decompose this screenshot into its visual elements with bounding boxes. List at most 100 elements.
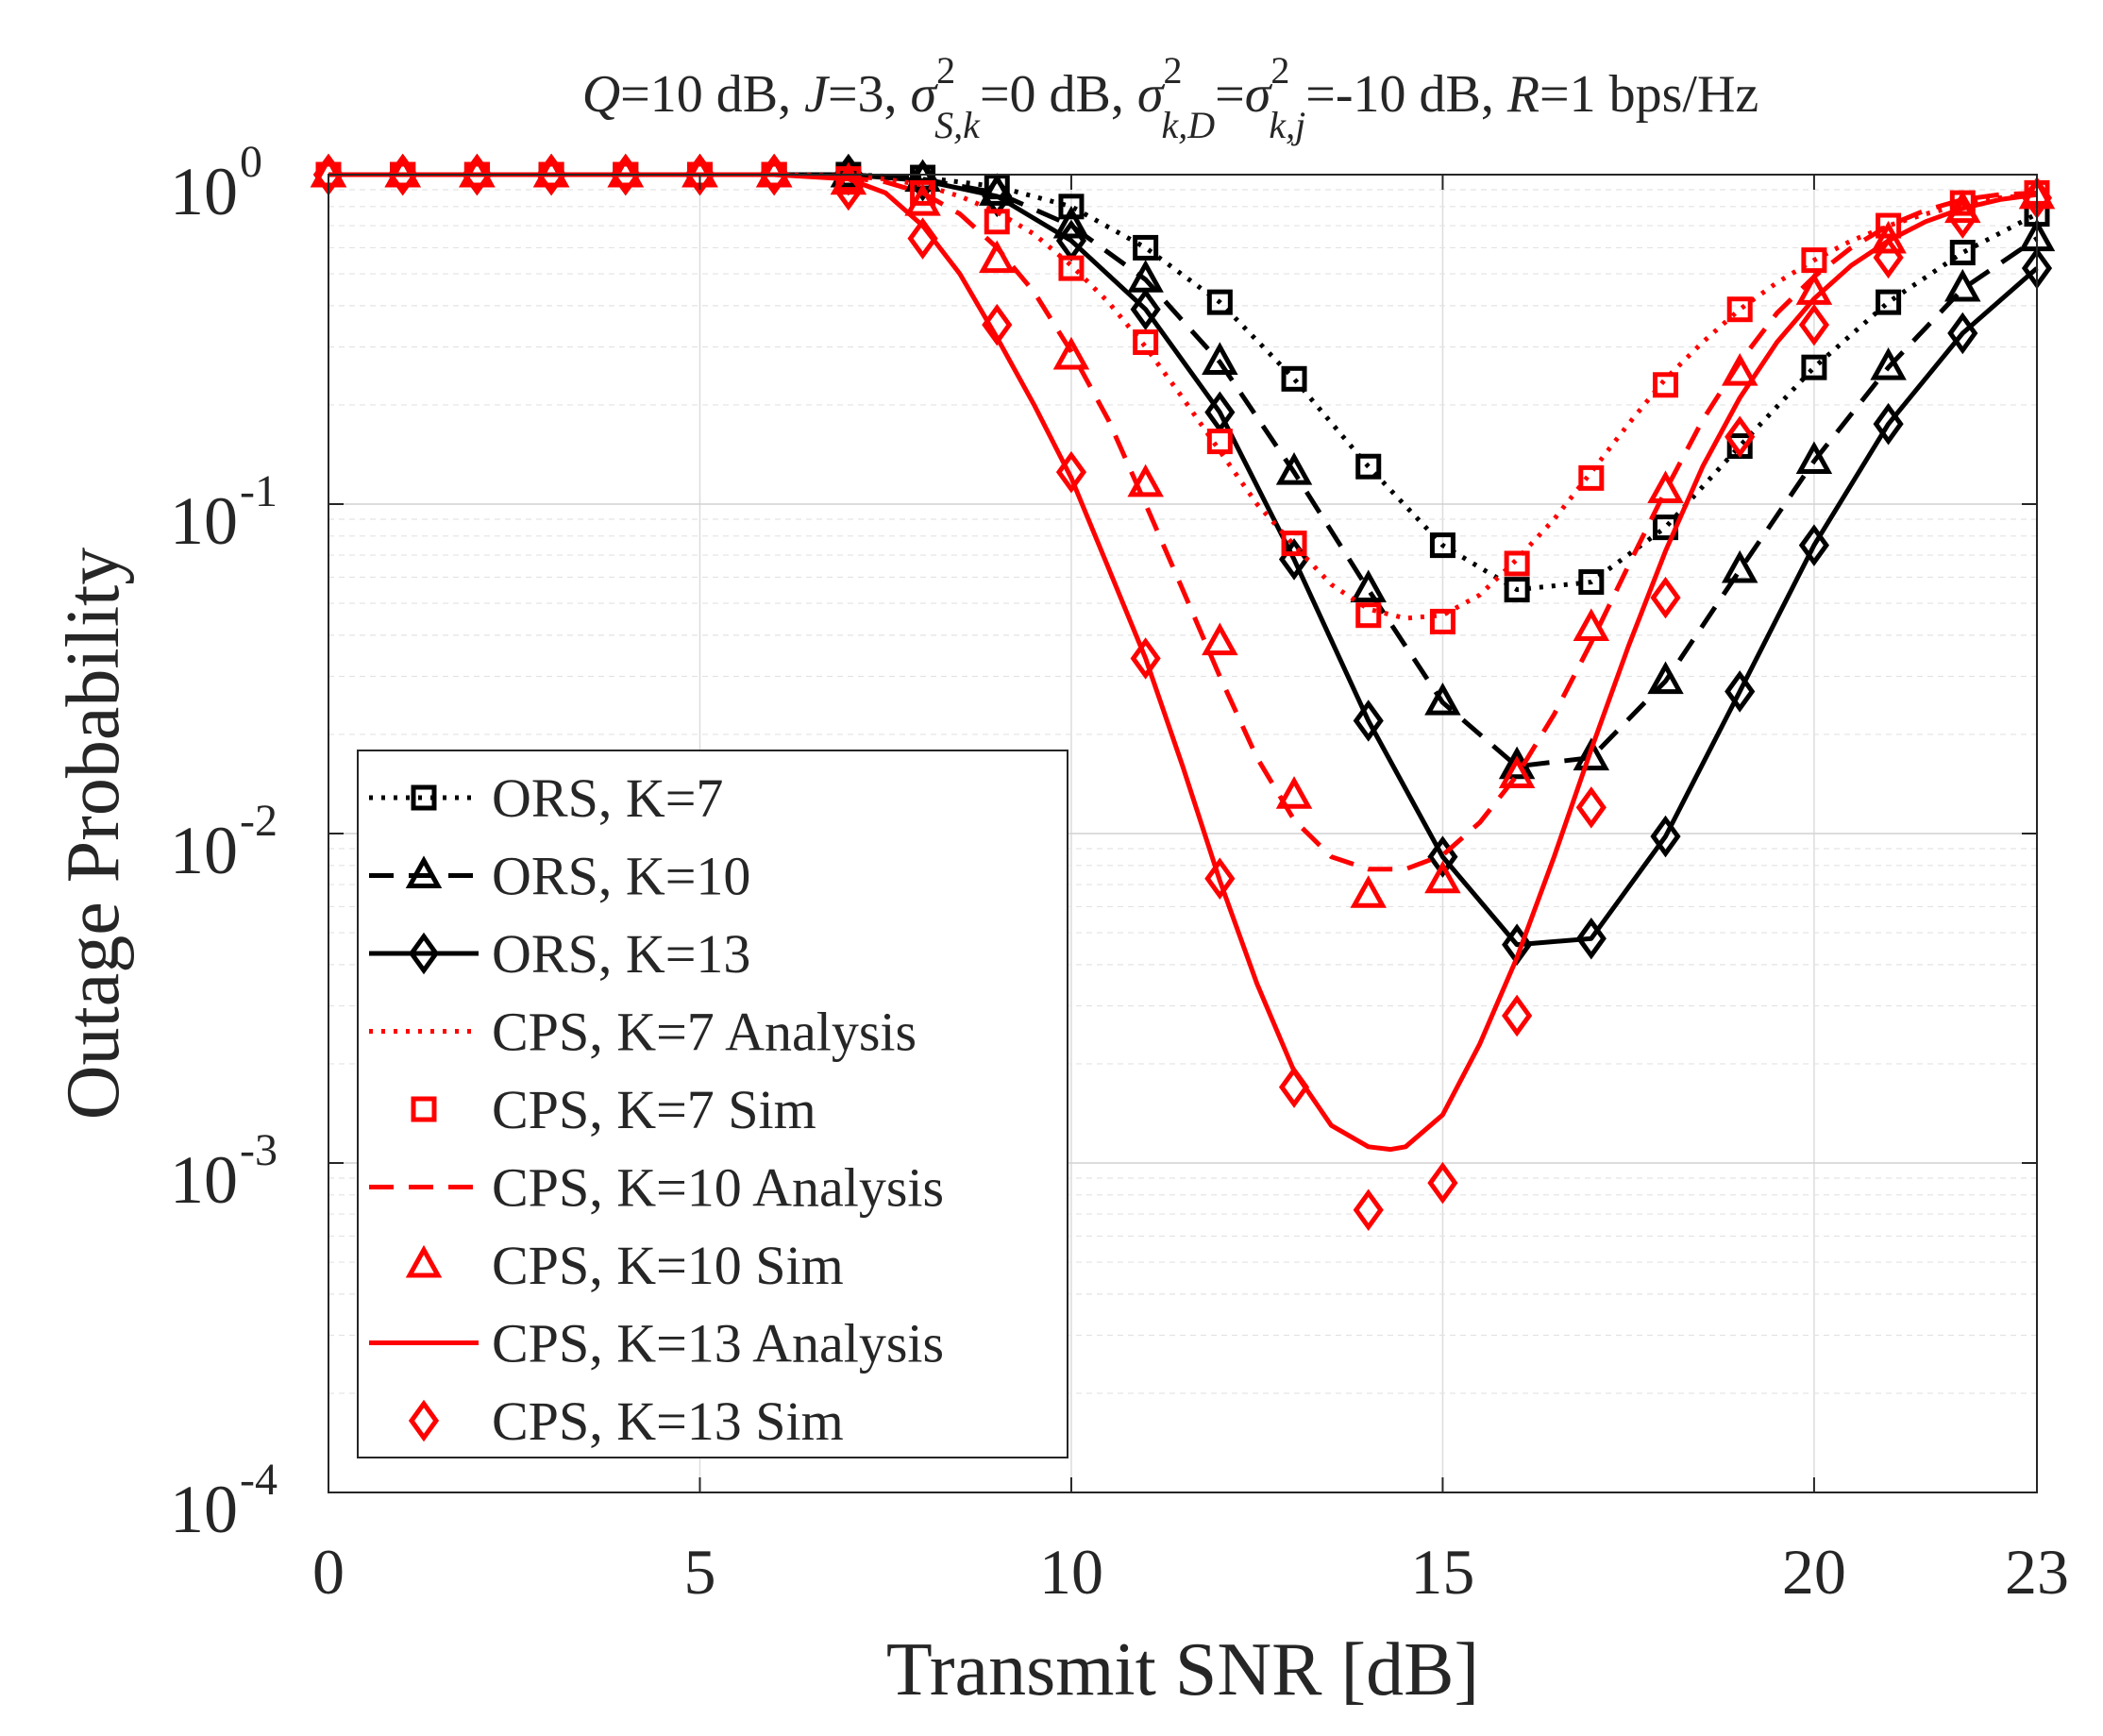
data-point-ors-k-10	[1647, 661, 1684, 695]
data-point-cps-k-13-sim	[1130, 637, 1161, 680]
data-point-cps-k-13-sim	[462, 153, 493, 196]
y-tick-label-exponent: -4	[240, 1455, 278, 1505]
data-point-cps-k-7-sim	[984, 209, 1010, 235]
data-point-cps-k-13-sim	[536, 153, 567, 196]
y-tick-label-exponent: -2	[240, 796, 278, 846]
data-point-ors-k-7	[1876, 289, 1902, 315]
data-point-ors-k-7	[1801, 354, 1827, 380]
title-sk-value: =0 dB,	[980, 65, 1137, 124]
data-point-cps-k-13-sim	[1055, 450, 1087, 494]
legend-label-cps-k-10-sim: CPS, K=10 Sim	[492, 1235, 844, 1296]
data-point-ors-k-13	[1947, 312, 1978, 355]
x-tick-label: 10	[1039, 1536, 1103, 1608]
data-point-cps-k-13-sim	[1724, 415, 1756, 459]
x-tick-label: 20	[1782, 1536, 1846, 1608]
data-point-ors-k-7	[1949, 240, 1976, 266]
data-point-cps-k-10-sim	[979, 240, 1016, 274]
data-point-ors-k-7	[1058, 194, 1085, 220]
title-r-value: =1 bps/Hz	[1539, 65, 1758, 124]
data-point-cps-k-7-sim	[1504, 550, 1530, 577]
y-tick-label-exponent: 0	[240, 137, 262, 187]
title-sub-kj: k,j	[1269, 104, 1305, 146]
legend-marker-ors-k-13	[408, 932, 440, 975]
data-point-ors-k-10	[1721, 549, 1758, 583]
data-point-cps-k-13-sim	[759, 153, 790, 196]
data-point-ors-k-7	[1281, 365, 1307, 392]
data-point-ors-k-13	[1873, 402, 1904, 446]
data-point-cps-k-13-sim	[1427, 1161, 1458, 1205]
data-point-ors-k-13	[1798, 524, 1829, 566]
title-sigma-3: σ	[1245, 65, 1273, 124]
legend-label-ors-k-10: ORS, K=10	[492, 846, 750, 907]
title-j-symbol: J	[804, 65, 831, 124]
data-point-cps-k-7-sim	[1429, 608, 1455, 634]
y-tick-label-exponent: -1	[240, 466, 278, 516]
title-sub-kd: k,D	[1162, 104, 1216, 146]
data-point-ors-k-7	[1429, 532, 1455, 559]
data-point-cps-k-13-sim	[1873, 236, 1904, 279]
data-point-cps-k-10-sim	[1350, 875, 1387, 908]
x-tick-label: 15	[1410, 1536, 1474, 1608]
data-point-ors-k-7	[1206, 289, 1233, 315]
data-point-ors-k-7	[1504, 577, 1530, 603]
legend-marker-cps-k-10-sim	[405, 1244, 443, 1278]
legend-marker-cps-k-13-sim	[408, 1399, 440, 1442]
data-point-ors-k-10	[1052, 205, 1090, 239]
title-sup-2: 2	[1164, 49, 1183, 92]
data-point-ors-k-10	[1944, 268, 1981, 302]
series-line-cps-k-7-analysis	[328, 172, 2038, 621]
data-point-ors-k-10	[1350, 569, 1387, 603]
data-point-cps-k-7-sim	[1355, 602, 1382, 629]
data-point-cps-k-7-sim	[1281, 531, 1307, 557]
data-point-cps-k-13-sim	[982, 303, 1013, 346]
data-point-cps-k-10-sim	[1127, 463, 1164, 497]
data-point-ors-k-13	[1575, 917, 1607, 960]
legend-entry-ors-k-10: ORS, K=10	[369, 846, 750, 907]
legend-label-cps-k-10-analysis: CPS, K=10 Analysis	[492, 1157, 944, 1219]
data-point-ors-k-10	[1870, 347, 1907, 380]
data-point-ors-k-10	[1202, 342, 1238, 375]
legend-label-cps-k-13-analysis: CPS, K=13 Analysis	[492, 1313, 944, 1374]
legend-marker-ors-k-10	[405, 855, 443, 888]
data-point-ors-k-13	[1650, 815, 1681, 858]
legend-entry-cps-k-7-analysis: CPS, K=7 Analysis	[369, 1002, 917, 1063]
data-point-ors-k-13	[1130, 288, 1161, 330]
title-sigma-2: σ	[1137, 65, 1166, 124]
x-tick-label: 0	[312, 1536, 345, 1608]
title-sigma-1: σ	[911, 65, 939, 124]
title-r-symbol: R	[1506, 65, 1539, 124]
legend: ORS, K=7 ORS, K=10 ORS, K=13 CPS, K=7 Analy…	[357, 750, 1068, 1458]
data-point-ors-k-7	[1578, 569, 1605, 596]
legend-entry-cps-k-13-analysis: CPS, K=13 Analysis	[369, 1313, 944, 1374]
data-point-cps-k-13-sim	[1650, 576, 1681, 619]
legend-label-cps-k-7-analysis: CPS, K=7 Analysis	[492, 1002, 917, 1063]
data-point-cps-k-10-sim	[1202, 622, 1238, 656]
legend-label-ors-k-7: ORS, K=7	[492, 767, 723, 829]
legend-label-cps-k-13-sim: CPS, K=13 Sim	[492, 1390, 844, 1452]
x-tick-label: 5	[683, 1536, 715, 1608]
data-point-ors-k-10	[1424, 682, 1461, 716]
data-point-cps-k-10-sim	[904, 182, 941, 216]
data-point-ors-k-10	[1795, 441, 1833, 475]
title-sup-3: 2	[1270, 49, 1289, 92]
data-point-cps-k-13-sim	[387, 153, 418, 196]
data-point-cps-k-7-sim	[1058, 255, 1085, 281]
data-point-cps-k-7-sim	[1578, 464, 1605, 491]
legend-label-ors-k-13: ORS, K=13	[492, 923, 750, 985]
legend-box	[357, 750, 1068, 1458]
y-tick-label-base: 10	[170, 1142, 238, 1218]
data-point-cps-k-10-sim	[1647, 470, 1684, 504]
series-cps-k-7-analysis	[328, 172, 2038, 621]
y-tick-label-base: 10	[170, 1472, 238, 1547]
data-point-cps-k-13-sim	[1798, 303, 1829, 346]
series-cps-k-13-analysis	[328, 172, 2038, 1153]
data-point-cps-k-10-sim	[1052, 336, 1090, 370]
data-point-cps-k-13-sim	[1278, 1066, 1310, 1108]
title-q-symbol: Q	[582, 65, 620, 124]
data-point-ors-k-10	[1573, 737, 1610, 771]
data-point-cps-k-7-sim	[1801, 247, 1827, 274]
data-point-cps-k-10-sim	[1275, 776, 1313, 809]
data-point-cps-k-7-sim	[1726, 296, 1753, 323]
